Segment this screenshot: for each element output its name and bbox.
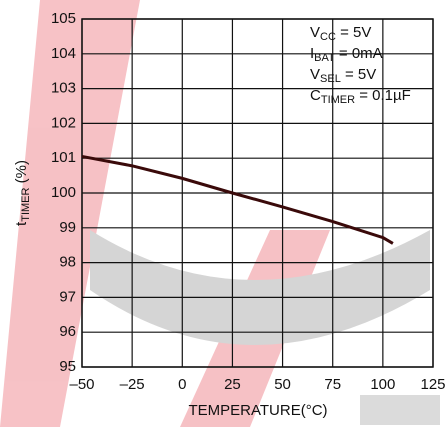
y-tick-label: 96	[59, 323, 76, 340]
data-line	[81, 154, 394, 245]
y-label-sub: TIMER	[20, 188, 32, 222]
y-tick-label: 104	[51, 45, 76, 62]
y-tick-label: 95	[59, 358, 76, 375]
annotation-sub: BAT	[314, 52, 335, 64]
annotation: IBAT = 0mA	[310, 45, 383, 64]
x-tick-label: 125	[420, 376, 445, 393]
annotation-sub: TIMER	[321, 94, 355, 106]
y-tick-label: 99	[59, 219, 76, 236]
y-axis-label: tTIMER (%)	[13, 160, 32, 226]
y-tick-label: 98	[59, 254, 76, 271]
annotation-main: I	[310, 45, 314, 62]
y-tick-label: 102	[51, 114, 76, 131]
y-tick-label: 105	[51, 10, 76, 27]
annotation: CTIMER = 0.1µF	[310, 87, 411, 106]
x-tick-label: 100	[370, 376, 395, 393]
y-tick-label: 100	[51, 184, 76, 201]
annotation-rest: = 0mA	[335, 45, 383, 62]
annotation: VCC = 5V	[310, 24, 371, 43]
annotation-sub: CC	[320, 31, 336, 43]
annotation-rest: = 0.1µF	[355, 87, 411, 104]
x-tick-label: –25	[120, 376, 145, 393]
annotation-main: V	[310, 66, 320, 83]
y-tick-label: 101	[51, 149, 76, 166]
annotation-rest: = 5V	[341, 66, 376, 83]
x-tick-label: –50	[69, 376, 94, 393]
y-tick-label: 97	[59, 288, 76, 305]
x-tick-label: 25	[224, 376, 241, 393]
annotation-main: C	[310, 87, 321, 104]
y-tick-label: 103	[51, 80, 76, 97]
x-tick-label: 75	[324, 376, 341, 393]
x-tick-label: 0	[178, 376, 186, 393]
annotation-main: V	[310, 24, 320, 41]
y-label-rest: (%)	[13, 160, 30, 188]
y-label-main: t	[13, 221, 30, 226]
x-axis-label: TEMPERATURE(°C)	[188, 402, 327, 419]
annotation-sub: SEL	[320, 73, 341, 85]
annotation: VSEL = 5V	[310, 66, 376, 85]
x-tick-label: 50	[274, 376, 291, 393]
annotation-rest: = 5V	[336, 24, 371, 41]
